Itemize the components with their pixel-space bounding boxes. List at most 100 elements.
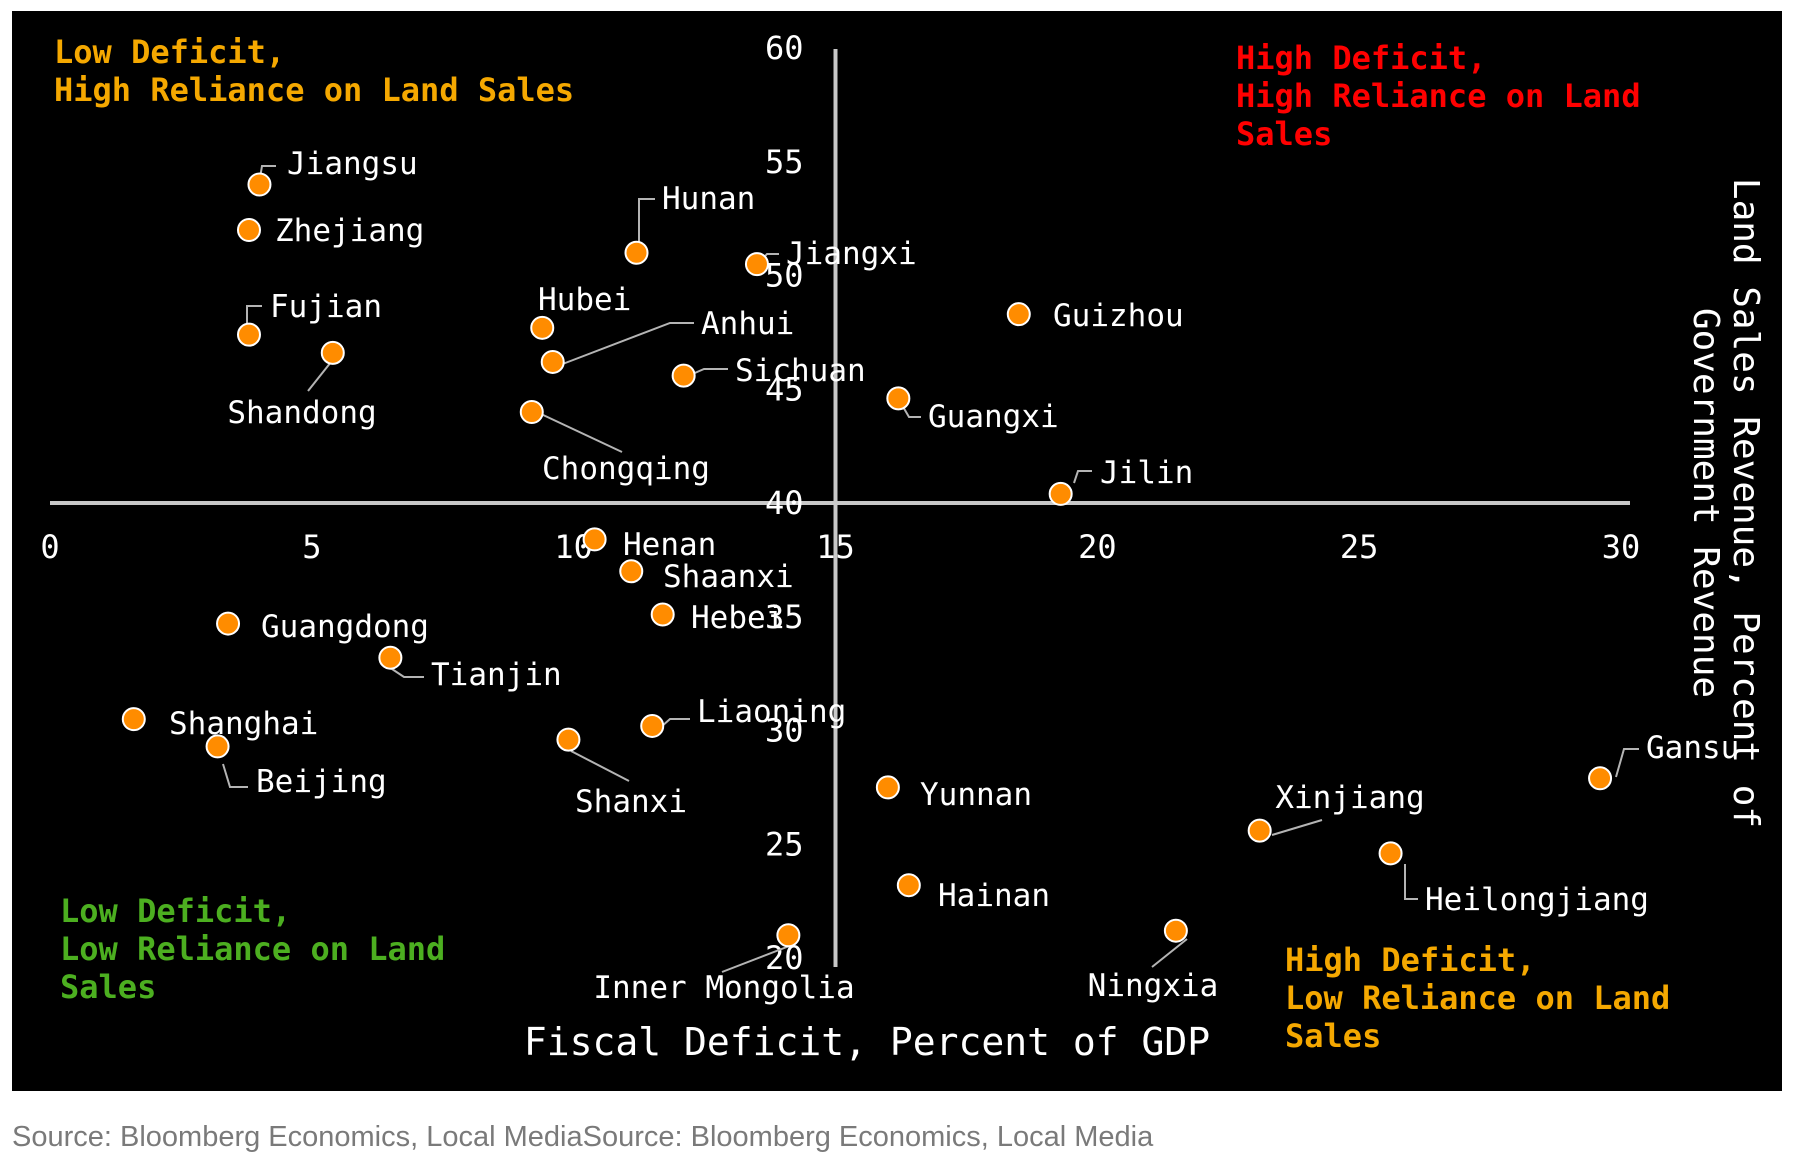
leader-line xyxy=(559,322,694,366)
point-label: Guangdong xyxy=(261,609,429,645)
quadrant-label-top-right: High Reliance on Land xyxy=(1236,77,1641,115)
quadrant-label-bottom-right: Low Reliance on Land xyxy=(1285,979,1670,1017)
leader-line xyxy=(540,413,623,453)
data-point xyxy=(236,322,261,347)
source-note: Source: Bloomberg Economics, Local Media… xyxy=(12,1121,1153,1154)
y-tick-label: 50 xyxy=(765,257,804,295)
point-label: Zhejiang xyxy=(275,213,424,249)
point-label: Shanxi xyxy=(575,784,687,820)
quadrant-label-bottom-left: Low Deficit, xyxy=(60,892,291,930)
y-axis-title-line: Government Revenue xyxy=(1685,308,1726,698)
data-point xyxy=(650,602,675,627)
x-axis-title: Fiscal Deficit, Percent of GDP xyxy=(524,1020,1210,1064)
leader-line xyxy=(1404,864,1418,900)
quadrant-label-top-left: High Reliance on Land Sales xyxy=(54,71,574,109)
x-tick-label: 15 xyxy=(816,528,855,566)
data-point xyxy=(1588,766,1613,791)
point-label: Ningxia xyxy=(1088,968,1219,1004)
point-label: Hebei xyxy=(691,600,784,636)
point-label: Jiangxi xyxy=(786,236,917,272)
point-label: Shaanxi xyxy=(663,559,794,595)
point-label: Yunnan xyxy=(920,777,1032,813)
point-label: Liaoning xyxy=(697,694,846,730)
data-point xyxy=(624,240,649,265)
y-tick-label: 45 xyxy=(765,370,804,408)
quadrant-label-bottom-left: Sales xyxy=(60,968,156,1006)
leader-line xyxy=(721,944,793,973)
point-label: Guizhou xyxy=(1053,298,1184,334)
leader-line xyxy=(1615,748,1639,778)
x-tick-label: 20 xyxy=(1078,528,1117,566)
data-point xyxy=(530,315,555,340)
point-label: Shandong xyxy=(227,395,376,431)
data-point xyxy=(640,713,665,738)
point-label: Anhui xyxy=(701,306,794,342)
leader-line xyxy=(1073,470,1092,484)
data-point xyxy=(519,400,544,424)
y-tick-label: 60 xyxy=(765,29,804,67)
data-point xyxy=(896,873,921,898)
data-point xyxy=(1048,481,1073,506)
quadrant-label-bottom-left: Low Reliance on Land xyxy=(60,930,445,968)
point-label: Hainan xyxy=(938,878,1050,914)
point-label: Heilongjiang xyxy=(1425,882,1649,918)
point-label: Guangxi xyxy=(928,399,1059,435)
point-label: Shanghai xyxy=(169,706,318,742)
y-axis-title: Land Sales Revenue, Percent ofGovernment… xyxy=(1685,178,1766,828)
y-tick-label: 25 xyxy=(765,825,804,863)
source-text-2: Source: Bloomberg Economics, Local Media xyxy=(582,1121,1154,1153)
point-label: Fujian xyxy=(270,289,382,325)
data-point xyxy=(1006,302,1031,327)
quadrant-label-top-right: Sales xyxy=(1236,115,1332,153)
x-tick-label: 25 xyxy=(1340,528,1379,566)
leader-line xyxy=(1151,938,1188,968)
x-tick-label: 5 xyxy=(302,528,321,566)
chart-panel: 0 5 10 15 20 25 30 20 25 30 35 40 45 50 55 60 Fiscal Def… xyxy=(12,11,1782,1091)
data-point xyxy=(619,559,644,584)
quadrant-label-bottom-right: High Deficit, xyxy=(1285,941,1535,979)
point-label: Hubei xyxy=(538,282,631,318)
leader-line xyxy=(901,404,921,418)
point-label: Beijing xyxy=(256,764,387,800)
point-label: Tianjin xyxy=(431,657,562,693)
data-point xyxy=(247,172,272,197)
x-tick-label: 30 xyxy=(1602,528,1641,566)
y-tick-label: 30 xyxy=(765,712,804,750)
y-axis-title-line: Land Sales Revenue, Percent of xyxy=(1725,178,1766,828)
data-point xyxy=(1163,918,1188,943)
leader-line xyxy=(1271,819,1323,836)
point-label: Xinjiang xyxy=(1275,780,1424,816)
data-point xyxy=(1247,818,1272,843)
data-point xyxy=(875,775,900,800)
point-label: Gansu xyxy=(1646,730,1739,766)
y-tick-label: 35 xyxy=(765,598,804,636)
data-point xyxy=(205,734,230,759)
data-point xyxy=(121,707,146,732)
leader-line xyxy=(388,666,424,678)
point-label: Jilin xyxy=(1100,455,1193,491)
y-tick-label: 55 xyxy=(765,143,804,181)
data-point xyxy=(776,923,801,948)
point-label: Inner Mongolia xyxy=(593,970,854,1006)
y-tick-label: 40 xyxy=(765,484,804,522)
data-point xyxy=(216,611,241,636)
quadrant-label-top-right: High Deficit, xyxy=(1236,39,1486,77)
leader-line xyxy=(222,763,248,788)
data-point xyxy=(540,349,565,374)
leader-line xyxy=(638,198,655,255)
x-tick-label: 0 xyxy=(40,528,59,566)
data-point xyxy=(671,363,696,388)
data-point xyxy=(556,727,581,752)
point-label: Hunan xyxy=(662,181,755,217)
source-text-1: Source: Bloomberg Economics, Local Media xyxy=(12,1121,583,1153)
leader-line xyxy=(570,750,630,782)
quadrant-label-top-left: Low Deficit, xyxy=(54,33,285,71)
point-label: Henan xyxy=(623,527,716,563)
data-point xyxy=(582,527,607,552)
data-point xyxy=(236,218,261,242)
data-point xyxy=(1378,841,1403,866)
point-label: Chongqing xyxy=(542,451,710,487)
data-point xyxy=(886,386,911,411)
quadrant-label-bottom-right: Sales xyxy=(1285,1017,1381,1055)
